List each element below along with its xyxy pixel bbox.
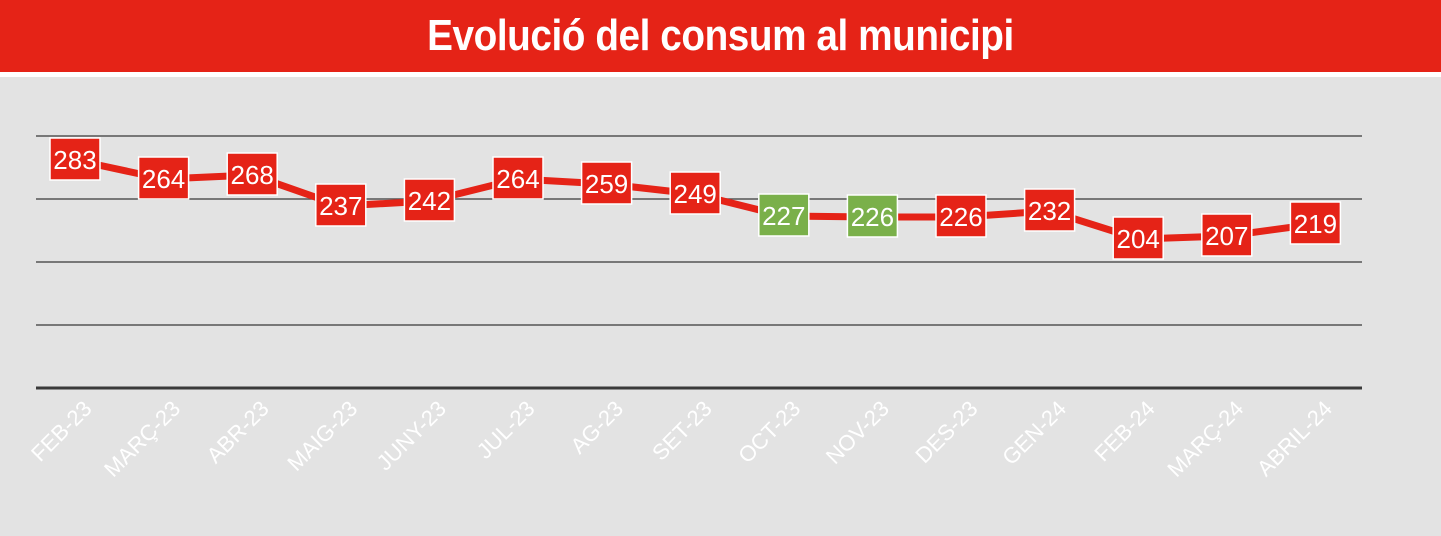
data-label-box — [403, 178, 456, 222]
data-label: 204 — [1112, 216, 1164, 260]
x-tick-label: MAIG-23 — [282, 396, 362, 476]
data-label-box — [935, 194, 987, 238]
data-label-text: 237 — [319, 191, 362, 221]
data-label-box — [315, 183, 367, 227]
data-labels: 283 264 268 237 242 264 259 249 227 226 226 232 204 2… — [49, 137, 1342, 260]
data-label-text: 232 — [1028, 196, 1071, 226]
data-label-text: 227 — [762, 201, 805, 231]
x-tick-label: MARÇ-24 — [1162, 396, 1248, 482]
data-label-text: 264 — [142, 164, 185, 194]
data-label-box — [1023, 188, 1076, 232]
data-label-text: 204 — [1117, 224, 1160, 254]
chart-title: Evolució del consum al municipi — [427, 11, 1014, 60]
x-tick-label: FEB-23 — [26, 396, 96, 466]
data-label-text: 219 — [1294, 209, 1337, 239]
data-label: 249 — [669, 171, 721, 215]
data-label-text: 283 — [53, 145, 96, 175]
x-tick-label: ABR-23 — [202, 396, 274, 468]
title-bar: Evolució del consum al municipi — [0, 0, 1441, 77]
data-label: 226 — [846, 194, 899, 238]
data-label-text: 259 — [585, 169, 628, 199]
data-label-text: 249 — [674, 179, 717, 209]
line-chart: 283 264 268 237 242 264 259 249 227 226 226 232 204 2… — [26, 135, 1362, 482]
x-axis-ticks: FEB-23 MARÇ-23 ABR-23 MAIG-23 JUNY-23 JUL-23 A… — [26, 396, 1337, 482]
data-label-box — [492, 156, 544, 200]
x-tick-label: JUL-23 — [472, 396, 540, 464]
data-label-box — [580, 161, 633, 205]
data-label-text: 226 — [939, 202, 982, 232]
data-label-text: 226 — [851, 202, 894, 232]
data-label-box — [758, 193, 810, 237]
data-label-text: 264 — [496, 164, 539, 194]
data-label-text: 268 — [231, 160, 274, 190]
data-label-box — [49, 137, 101, 181]
data-label: 259 — [580, 161, 633, 205]
data-label: 227 — [758, 193, 810, 237]
data-label: 283 — [49, 137, 101, 181]
data-label-box — [1289, 201, 1342, 245]
x-tick-label: GEN-24 — [997, 396, 1071, 470]
data-label-box — [1112, 216, 1164, 260]
x-tick-label: NOV-23 — [821, 396, 894, 469]
data-label: 207 — [1201, 213, 1253, 257]
data-label: 232 — [1023, 188, 1076, 232]
data-label: 237 — [315, 183, 367, 227]
data-label-box — [226, 152, 278, 196]
data-label: 242 — [403, 178, 456, 222]
data-label-text: 207 — [1205, 221, 1248, 251]
data-label-box — [669, 171, 721, 215]
data-label-box — [137, 156, 190, 200]
data-label: 268 — [226, 152, 278, 196]
x-tick-label: MARÇ-23 — [99, 396, 185, 482]
x-tick-label: FEB-24 — [1089, 396, 1159, 466]
data-label: 264 — [492, 156, 544, 200]
gridlines — [36, 135, 1362, 390]
x-tick-label: AG-23 — [565, 396, 628, 459]
data-label: 219 — [1289, 201, 1342, 245]
x-tick-label: DES-23 — [910, 396, 982, 468]
data-label-box — [1201, 213, 1253, 257]
data-label: 264 — [137, 156, 190, 200]
data-label-text: 242 — [408, 186, 451, 216]
data-label: 226 — [935, 194, 987, 238]
x-tick-label: ABRIL-24 — [1252, 396, 1337, 481]
x-tick-label: SET-23 — [647, 396, 717, 466]
x-tick-label: JUNY-23 — [372, 396, 451, 475]
data-label-box — [846, 194, 899, 238]
x-tick-label: OCT-23 — [733, 396, 805, 468]
